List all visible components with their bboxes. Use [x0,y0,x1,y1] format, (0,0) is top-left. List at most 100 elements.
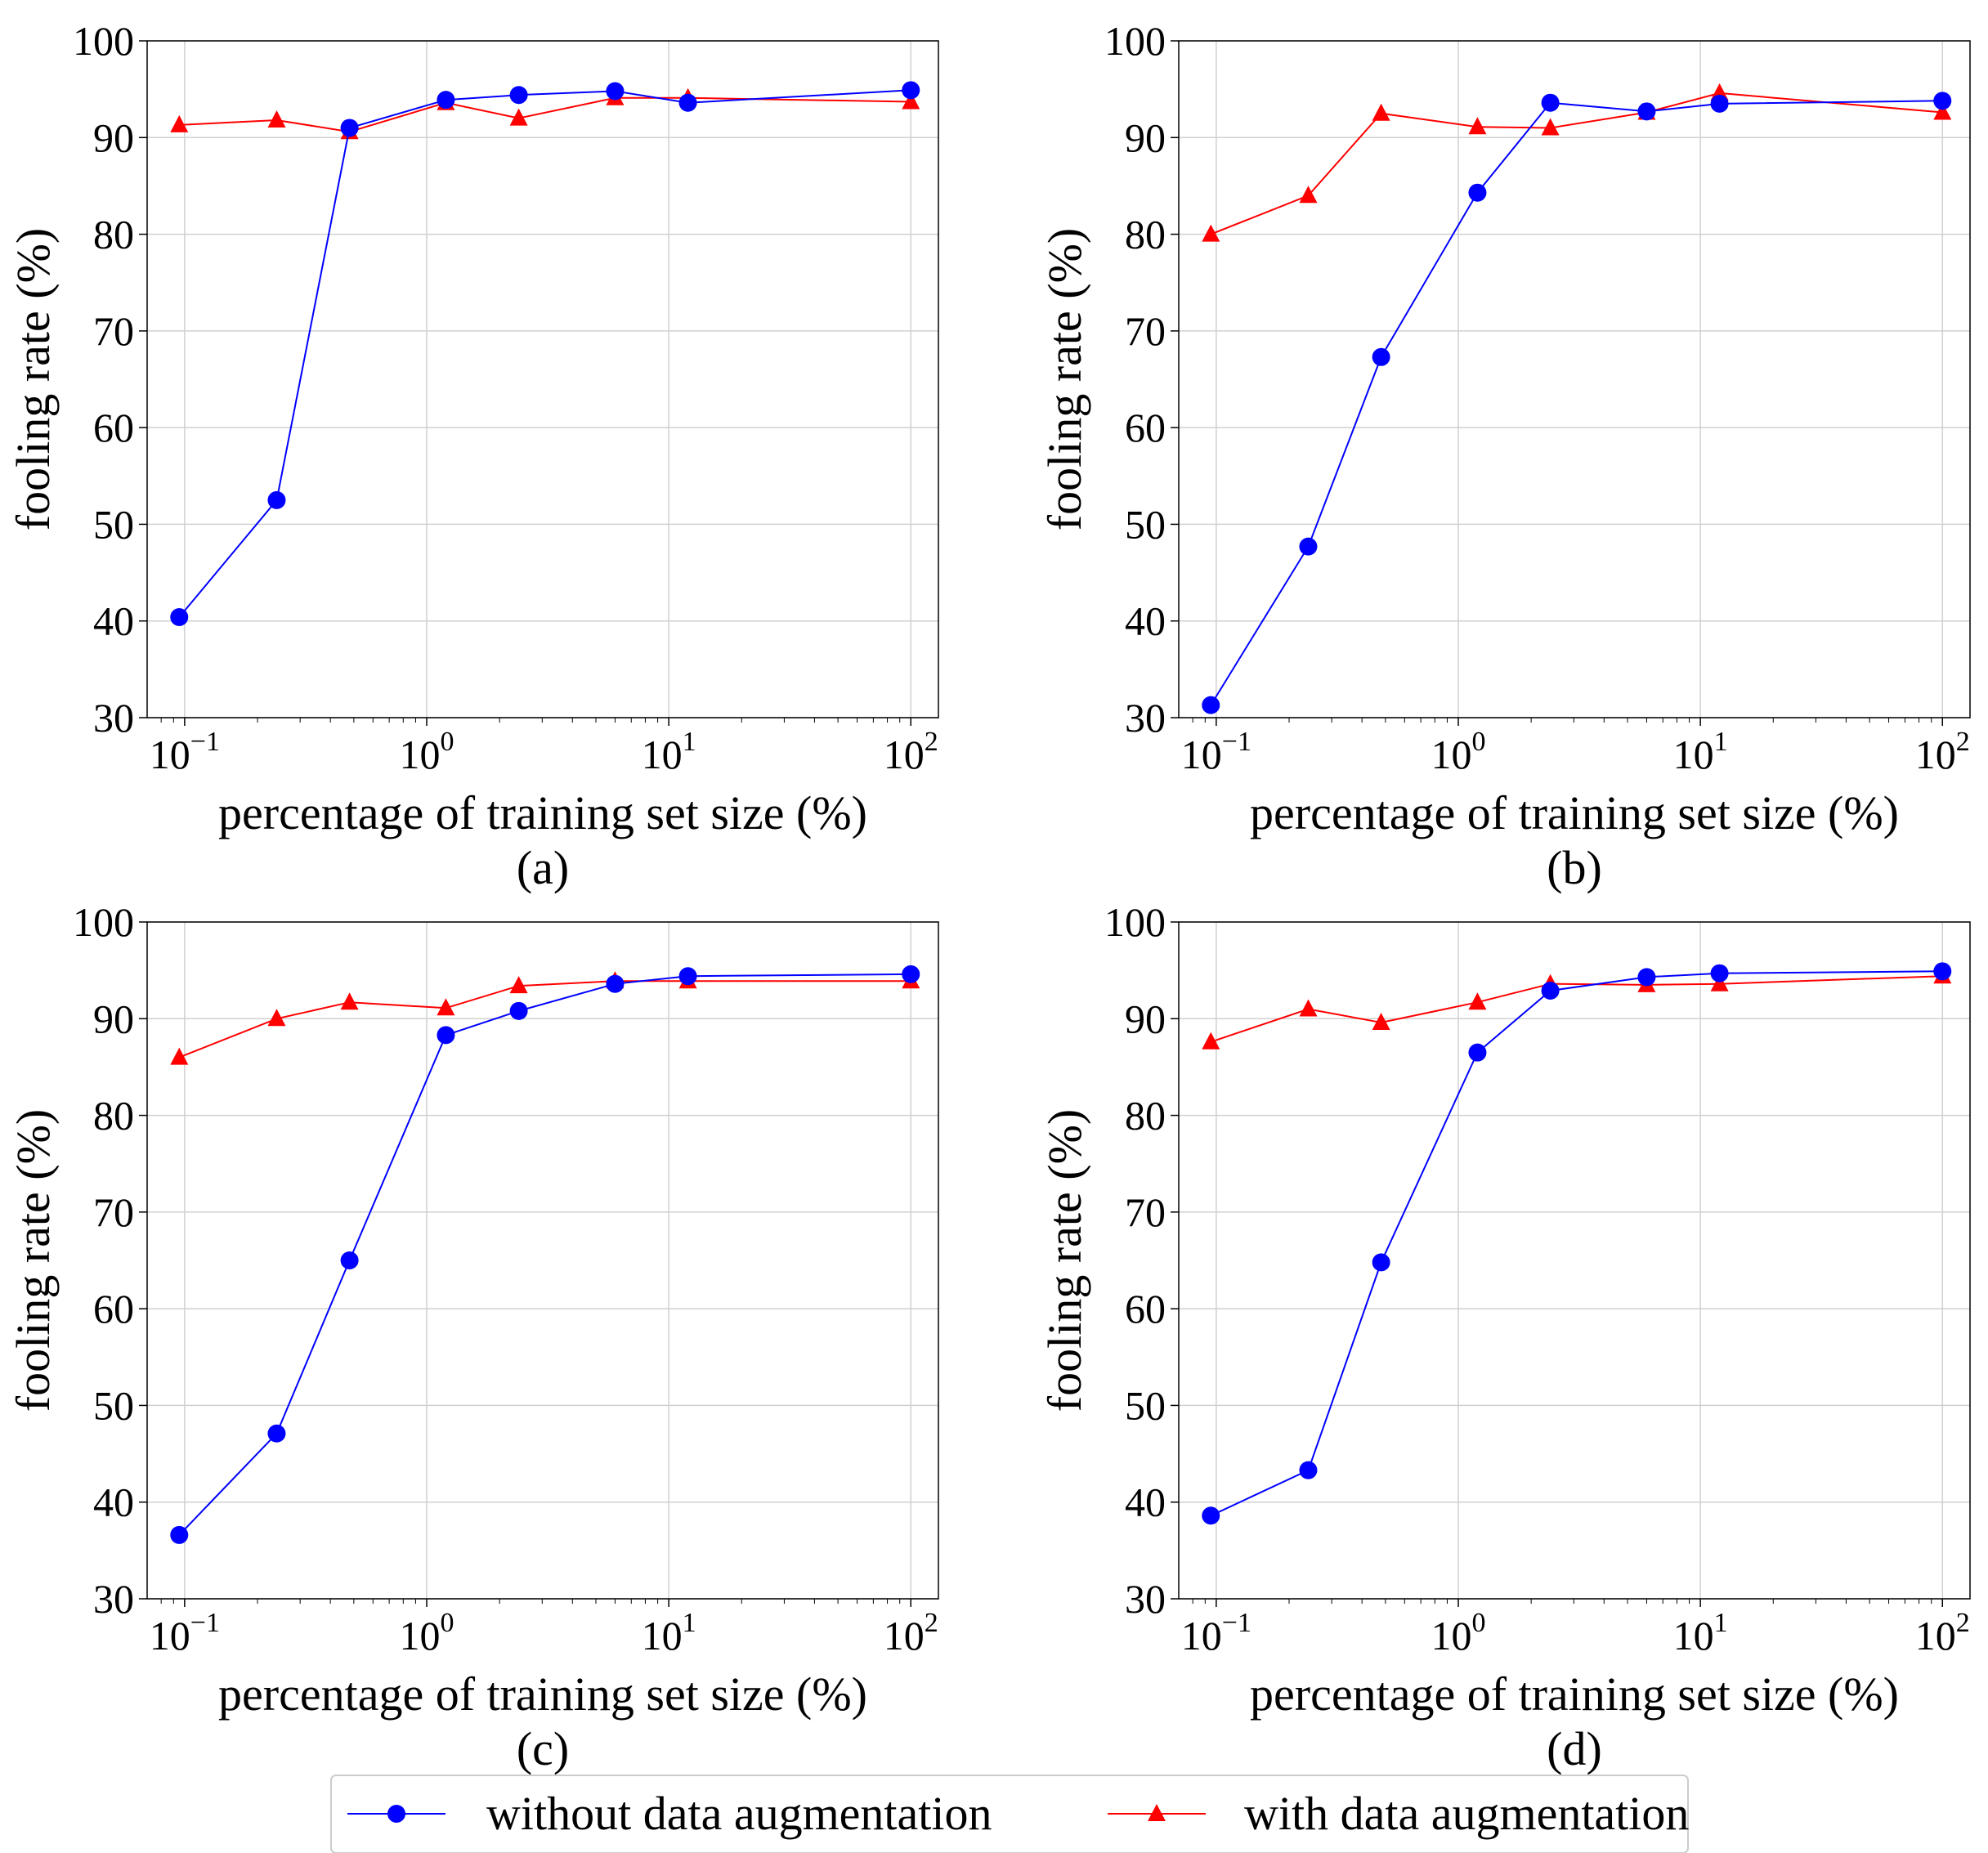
y-tick-label: 70 [1125,308,1166,354]
data-point-triangle [509,976,528,994]
data-point-circle [1710,94,1729,113]
data-point-triangle [1299,999,1318,1017]
y-tick-label: 60 [1125,1286,1166,1332]
data-point-triangle [1468,992,1487,1010]
data-point-circle [1541,981,1560,1000]
data-point-circle [170,1525,189,1544]
y-tick-label: 40 [93,1479,134,1525]
data-point-circle [509,1001,528,1020]
data-point-triangle [267,110,286,128]
x-tick-label: 101 [642,727,696,777]
data-point-circle [1299,1461,1318,1479]
y-tick-label: 30 [1125,1576,1166,1622]
data-point-circle [1468,183,1487,202]
y-tick-label: 90 [93,996,134,1041]
data-point-circle [437,1026,455,1045]
x-tick-label: 10−1 [1181,1608,1251,1658]
data-point-triangle [1933,102,1952,120]
plot-frame [1178,921,1971,1600]
x-tick-label: 102 [1915,1608,1970,1658]
data-point-circle [1933,962,1952,981]
y-axis-label: fooling rate (%) [1038,228,1091,530]
data-point-circle [606,974,625,993]
data-point-triangle [1541,118,1560,136]
y-tick-label: 80 [93,212,134,257]
plot-frame [146,921,939,1600]
series-line-with-augmentation [179,96,911,133]
series-line-without-augmentation [178,973,911,1536]
x-tick-label: 101 [1673,1608,1728,1658]
panel-label: (b) [1547,841,1602,894]
chart-panel-3: 30 40 50 60 70 80 90 100 10−1 100 101 102 fooling ra… [7,899,939,1775]
legend-marker-circle [387,1805,405,1823]
panel-label: (c) [517,1722,569,1775]
data-point-triangle [170,114,189,132]
x-axis-label: percentage of training set size (%) [1250,1667,1899,1721]
data-point-circle [606,82,625,101]
x-tick-label: 100 [400,1608,454,1658]
y-tick-label: 100 [1104,899,1166,945]
data-point-triangle [1372,1013,1390,1030]
series-line-without-augmentation [178,89,911,618]
series-line-with-augmentation [178,980,911,1059]
data-point-circle [1202,696,1220,714]
series-line-with-augmentation [1210,975,1943,1043]
data-point-triangle [1468,117,1487,135]
x-tick-label: 10−1 [150,727,220,777]
y-tick-label: 50 [1125,501,1166,547]
legend-marker-triangle [1148,1804,1166,1821]
data-point-circle [509,86,528,105]
chart-panel-2: 30 40 50 60 70 80 90 100 10−1 100 101 102 fooling ra… [1038,18,1971,894]
y-tick-label: 100 [1104,18,1166,64]
legend-label-with-augmentation: with data augmentation [1244,1787,1689,1840]
panel-label: (d) [1547,1722,1602,1775]
x-axis-label: percentage of training set size (%) [218,786,867,839]
chart-panels: 30 40 50 60 70 80 90 100 10−1 100 101 102 fooling ra… [7,18,1971,1775]
y-tick-label: 50 [1125,1382,1166,1428]
y-tick-label: 50 [93,501,134,547]
data-point-circle [267,490,286,509]
y-tick-label: 100 [73,899,134,945]
y-tick-label: 90 [1125,996,1166,1041]
x-tick-label: 10−1 [150,1608,220,1658]
data-point-circle [1710,964,1729,982]
data-point-triangle [267,1009,286,1027]
data-point-circle [1541,93,1560,112]
data-point-circle [340,119,359,137]
y-axis-label: fooling rate (%) [7,1109,60,1412]
y-tick-label: 90 [93,114,134,160]
data-point-circle [1468,1043,1487,1062]
data-point-triangle [1372,103,1390,121]
data-point-triangle [170,1047,189,1065]
data-point-circle [1637,102,1656,121]
y-tick-label: 60 [93,1286,134,1332]
y-tick-label: 40 [1125,598,1166,644]
y-tick-label: 100 [73,18,134,64]
x-tick-label: 102 [1915,727,1970,777]
legend-label-without-augmentation: without data augmentation [486,1787,992,1840]
data-point-circle [1637,968,1656,987]
y-axis-label: fooling rate (%) [7,228,60,530]
series-line-without-augmentation [1210,100,1943,706]
data-point-triangle [1299,186,1318,204]
y-tick-label: 60 [93,405,134,450]
y-tick-label: 70 [93,1189,134,1235]
legend: without data augmentation with data augm… [330,1775,1689,1853]
plot-frame [146,40,939,718]
data-point-circle [678,967,697,986]
y-tick-label: 30 [93,695,134,741]
data-point-triangle [902,92,920,110]
legend-frame [330,1775,1689,1853]
y-tick-label: 40 [93,598,134,644]
chart-panel-4: 30 40 50 60 70 80 90 100 10−1 100 101 102 fooling ra… [1038,899,1971,1775]
data-point-circle [1372,1253,1390,1272]
y-tick-label: 80 [1125,212,1166,257]
data-point-circle [678,93,697,112]
x-tick-label: 100 [400,727,454,777]
y-tick-label: 70 [93,308,134,354]
series-line-without-augmentation [1210,970,1943,1517]
plot-frame [1178,40,1971,718]
x-axis-label: percentage of training set size (%) [1250,786,1899,839]
y-tick-label: 40 [1125,1479,1166,1525]
